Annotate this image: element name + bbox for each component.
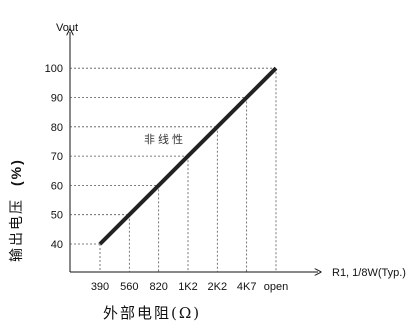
- y-tick-label: 60: [51, 180, 63, 192]
- x-tick-label: 2K2: [208, 281, 228, 293]
- x-tick-label: 4K7: [237, 281, 257, 293]
- y-tick-label: 40: [51, 239, 63, 251]
- y-tick-label: 70: [51, 151, 63, 163]
- y-tick-label: 50: [51, 210, 63, 222]
- y-tick-label: 100: [45, 63, 63, 75]
- y-axis-label: 输出电压: [9, 198, 25, 262]
- guide-lines: [70, 67, 277, 272]
- y-axis-unit: (%): [8, 158, 24, 186]
- x-tick-label: 820: [149, 281, 167, 293]
- y-ticks: 40 50 60 70 80 90 100: [45, 63, 63, 251]
- x-tick-label: 1K2: [178, 281, 198, 293]
- x-axis-right-label: R1, 1/8W(Typ.): [332, 267, 406, 279]
- series-line: [98, 66, 278, 246]
- y-tick-label: 90: [51, 93, 63, 105]
- x-tick-label: 390: [91, 281, 109, 293]
- x-tick-label: open: [264, 281, 288, 293]
- annotation: 非线性: [144, 132, 186, 146]
- y-tick-label: 80: [51, 122, 63, 134]
- y-axis-top-label: Vout: [56, 22, 78, 34]
- x-axis-label: 外部电阻(Ω): [103, 304, 201, 322]
- x-tick-label: 560: [120, 281, 138, 293]
- x-ticks: 390 560 820 1K2 2K2 4K7 open: [91, 281, 288, 293]
